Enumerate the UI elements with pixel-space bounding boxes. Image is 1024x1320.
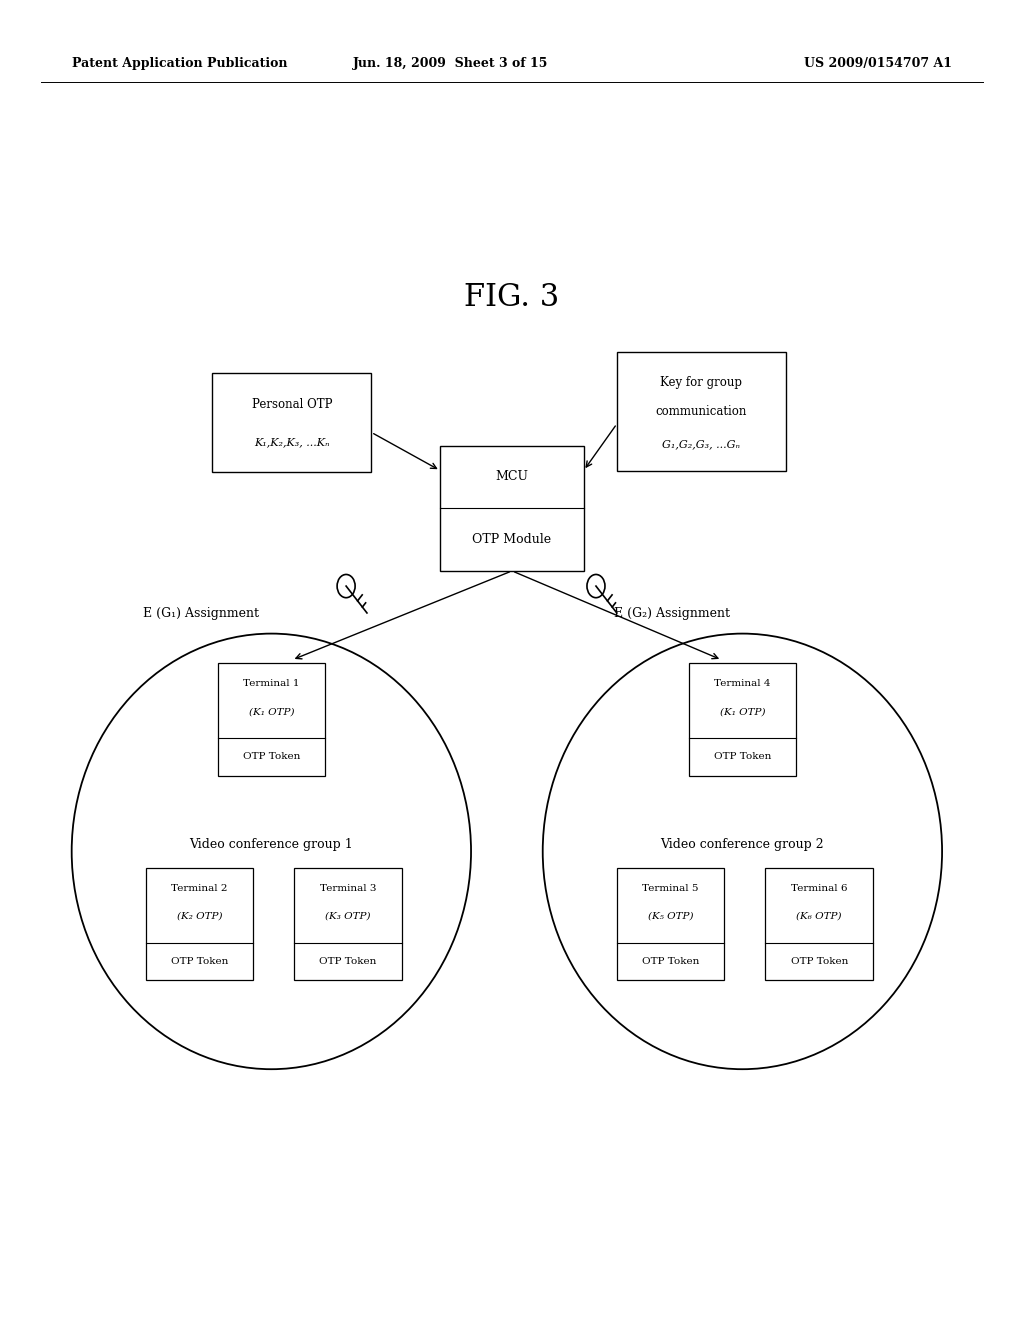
Text: (K₁ OTP): (K₁ OTP) — [720, 708, 765, 715]
Text: Patent Application Publication: Patent Application Publication — [72, 57, 287, 70]
Text: G₁,G₂,G₃, ...Gₙ: G₁,G₂,G₃, ...Gₙ — [663, 440, 740, 449]
Text: Terminal 5: Terminal 5 — [642, 883, 699, 892]
Text: OTP Token: OTP Token — [319, 957, 377, 966]
Text: communication: communication — [655, 405, 748, 418]
Text: Jun. 18, 2009  Sheet 3 of 15: Jun. 18, 2009 Sheet 3 of 15 — [353, 57, 548, 70]
Text: OTP Module: OTP Module — [472, 533, 552, 546]
Bar — [440, 446, 584, 570]
Bar — [688, 663, 797, 776]
Text: OTP Token: OTP Token — [243, 752, 300, 762]
Text: (K₅ OTP): (K₅ OTP) — [648, 912, 693, 920]
Bar — [616, 352, 786, 471]
Text: MCU: MCU — [496, 470, 528, 483]
Text: E (G₂) Assignment: E (G₂) Assignment — [614, 607, 730, 620]
Bar — [218, 663, 326, 776]
Text: E (G₁) Assignment: E (G₁) Assignment — [143, 607, 259, 620]
Text: US 2009/0154707 A1: US 2009/0154707 A1 — [804, 57, 952, 70]
Text: Terminal 2: Terminal 2 — [171, 883, 228, 892]
Bar — [616, 869, 725, 979]
Bar — [212, 372, 371, 471]
Text: Video conference group 1: Video conference group 1 — [189, 838, 353, 851]
Text: OTP Token: OTP Token — [791, 957, 848, 966]
Text: OTP Token: OTP Token — [171, 957, 228, 966]
Bar — [295, 869, 401, 979]
Bar — [146, 869, 254, 979]
Text: (K₁ OTP): (K₁ OTP) — [249, 708, 294, 715]
Text: (K₂ OTP): (K₂ OTP) — [177, 912, 222, 920]
Text: (K₃ OTP): (K₃ OTP) — [326, 912, 371, 920]
Text: Key for group: Key for group — [660, 376, 742, 388]
Text: (K₆ OTP): (K₆ OTP) — [797, 912, 842, 920]
Ellipse shape — [543, 634, 942, 1069]
Text: Terminal 3: Terminal 3 — [319, 883, 377, 892]
Text: FIG. 3: FIG. 3 — [464, 281, 560, 313]
Text: Personal OTP: Personal OTP — [252, 399, 332, 411]
Text: Terminal 6: Terminal 6 — [791, 883, 848, 892]
Ellipse shape — [72, 634, 471, 1069]
Text: Terminal 1: Terminal 1 — [243, 678, 300, 688]
Text: OTP Token: OTP Token — [642, 957, 699, 966]
Bar — [766, 869, 872, 979]
Text: Terminal 4: Terminal 4 — [714, 678, 771, 688]
Text: Video conference group 2: Video conference group 2 — [660, 838, 824, 851]
Text: K₁,K₂,K₃, ...Kₙ: K₁,K₂,K₃, ...Kₙ — [254, 437, 330, 447]
Text: OTP Token: OTP Token — [714, 752, 771, 762]
